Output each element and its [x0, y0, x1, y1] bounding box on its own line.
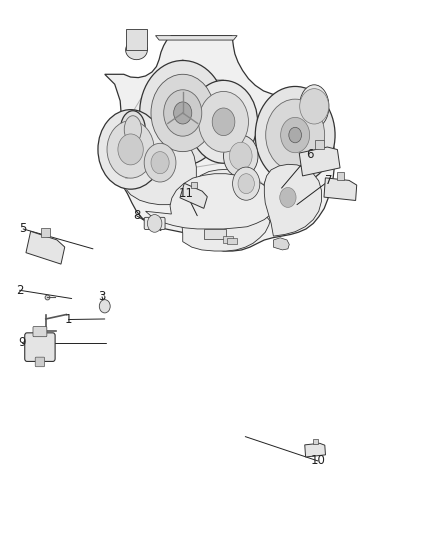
Polygon shape: [155, 36, 237, 40]
Circle shape: [198, 92, 248, 152]
Circle shape: [151, 151, 169, 174]
Circle shape: [173, 102, 192, 124]
Text: 6: 6: [306, 148, 314, 161]
Bar: [227, 238, 237, 245]
Circle shape: [266, 99, 325, 171]
Bar: [315, 140, 325, 149]
Text: 7: 7: [325, 174, 332, 188]
Polygon shape: [180, 183, 207, 208]
Circle shape: [151, 74, 215, 151]
Bar: [223, 236, 233, 243]
Circle shape: [230, 142, 252, 170]
Ellipse shape: [120, 111, 145, 148]
Circle shape: [280, 188, 296, 207]
Circle shape: [212, 108, 235, 135]
Circle shape: [164, 90, 202, 136]
Circle shape: [144, 143, 176, 182]
Polygon shape: [305, 443, 325, 457]
Circle shape: [255, 86, 335, 184]
Polygon shape: [299, 147, 340, 176]
Bar: [191, 182, 197, 188]
Circle shape: [190, 80, 258, 163]
Polygon shape: [118, 130, 196, 205]
Circle shape: [270, 175, 306, 220]
FancyBboxPatch shape: [33, 327, 47, 337]
Polygon shape: [265, 164, 321, 236]
Polygon shape: [26, 231, 65, 264]
Ellipse shape: [300, 85, 329, 128]
Bar: [205, 229, 226, 239]
Ellipse shape: [126, 41, 147, 60]
Ellipse shape: [124, 116, 141, 143]
FancyBboxPatch shape: [25, 333, 55, 361]
Circle shape: [99, 300, 110, 313]
Polygon shape: [180, 169, 271, 251]
Text: 3: 3: [99, 290, 106, 303]
Text: 8: 8: [133, 209, 140, 222]
Bar: [313, 439, 318, 444]
Circle shape: [281, 117, 310, 153]
Polygon shape: [105, 36, 335, 251]
Circle shape: [118, 134, 143, 165]
Text: 1: 1: [65, 313, 72, 326]
Text: 2: 2: [16, 284, 23, 297]
Circle shape: [107, 120, 154, 178]
FancyBboxPatch shape: [35, 357, 45, 367]
Polygon shape: [324, 178, 357, 200]
Polygon shape: [273, 238, 289, 250]
Circle shape: [238, 174, 254, 193]
Circle shape: [147, 215, 162, 232]
Circle shape: [289, 127, 301, 143]
Circle shape: [300, 88, 328, 124]
Bar: [41, 228, 50, 237]
Text: 5: 5: [19, 222, 27, 236]
Circle shape: [223, 135, 258, 177]
Circle shape: [98, 110, 163, 189]
Circle shape: [140, 60, 226, 165]
Circle shape: [261, 165, 314, 230]
FancyBboxPatch shape: [144, 217, 165, 230]
Text: 11: 11: [179, 187, 194, 200]
Bar: [336, 172, 344, 180]
Circle shape: [233, 167, 260, 200]
Text: 9: 9: [18, 336, 25, 349]
Polygon shape: [145, 174, 273, 229]
Text: 10: 10: [311, 455, 325, 467]
Bar: [126, 29, 147, 50]
